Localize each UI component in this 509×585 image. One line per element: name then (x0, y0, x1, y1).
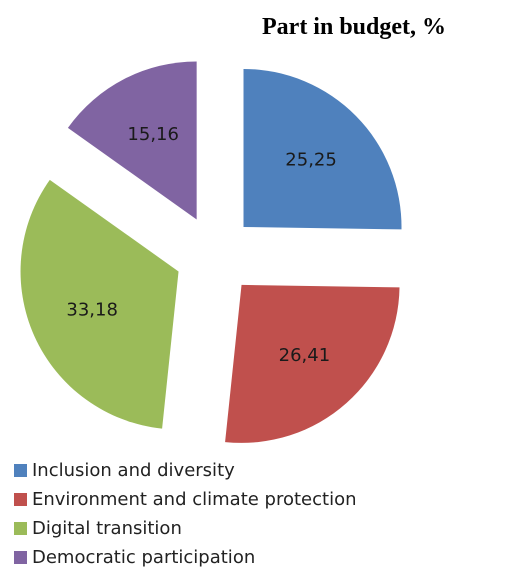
legend-label: Environment and climate protection (32, 489, 357, 510)
legend-label: Digital transition (32, 518, 182, 539)
slice-value-label: 33,18 (66, 299, 118, 320)
slice-value-label: 25,25 (285, 149, 337, 170)
legend-label: Democratic participation (32, 547, 256, 568)
legend-item-inclusion: Inclusion and diversity (14, 456, 357, 485)
legend-item-digital: Digital transition (14, 514, 357, 543)
legend-item-environment: Environment and climate protection (14, 485, 357, 514)
legend-swatch (14, 493, 27, 506)
pie-slice (20, 179, 179, 429)
legend-item-democratic: Democratic participation (14, 543, 357, 572)
legend-swatch (14, 522, 27, 535)
pie-slice (67, 61, 197, 220)
pie-slice (243, 68, 402, 230)
slice-value-label: 26,41 (279, 345, 331, 366)
legend-label: Inclusion and diversity (32, 460, 235, 481)
legend-swatch (14, 464, 27, 477)
legend-swatch (14, 551, 27, 564)
legend: Inclusion and diversity Environment and … (14, 456, 357, 572)
slice-value-label: 15,16 (127, 124, 179, 145)
chart-title: Part in budget, % (262, 14, 447, 40)
pie-slice (225, 284, 400, 443)
pie-chart: 25,25 26,41 33,18 15,16 (20, 61, 402, 443)
